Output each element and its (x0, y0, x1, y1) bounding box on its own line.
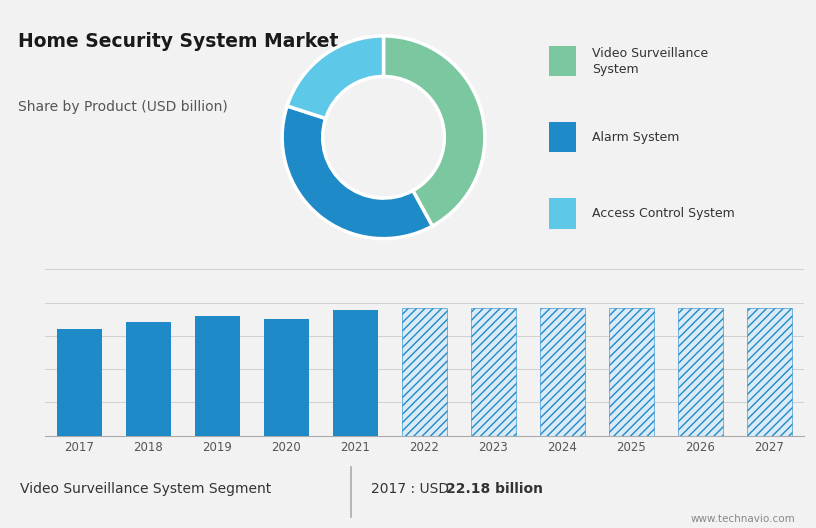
FancyBboxPatch shape (549, 198, 576, 229)
Bar (540, 308, 585, 436)
Text: Share by Product (USD billion): Share by Product (USD billion) (18, 100, 228, 115)
Bar (57, 328, 102, 436)
Bar (678, 308, 723, 436)
Bar (264, 319, 308, 436)
Text: Video Surveillance System Segment: Video Surveillance System Segment (20, 482, 272, 496)
FancyBboxPatch shape (549, 46, 576, 77)
Wedge shape (287, 36, 384, 118)
Text: Access Control System: Access Control System (592, 207, 735, 220)
Bar (333, 310, 378, 436)
Text: 2017 : USD: 2017 : USD (371, 482, 454, 496)
Wedge shape (282, 106, 432, 239)
FancyBboxPatch shape (549, 122, 576, 153)
Bar (747, 308, 792, 436)
Bar (609, 308, 654, 436)
Bar (402, 308, 446, 436)
Bar (195, 316, 240, 436)
Text: www.technavio.com: www.technavio.com (691, 514, 796, 524)
Wedge shape (384, 36, 485, 226)
Text: Video Surveillance
System: Video Surveillance System (592, 47, 708, 76)
Text: Home Security System Market: Home Security System Market (18, 32, 339, 51)
Bar (126, 322, 171, 436)
Text: Alarm System: Alarm System (592, 131, 680, 144)
Text: 22.18 billion: 22.18 billion (446, 482, 543, 496)
Bar (471, 308, 516, 436)
